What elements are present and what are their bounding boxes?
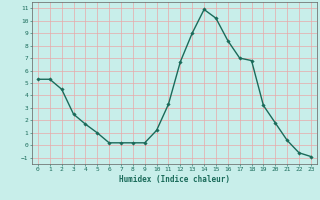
X-axis label: Humidex (Indice chaleur): Humidex (Indice chaleur) <box>119 175 230 184</box>
